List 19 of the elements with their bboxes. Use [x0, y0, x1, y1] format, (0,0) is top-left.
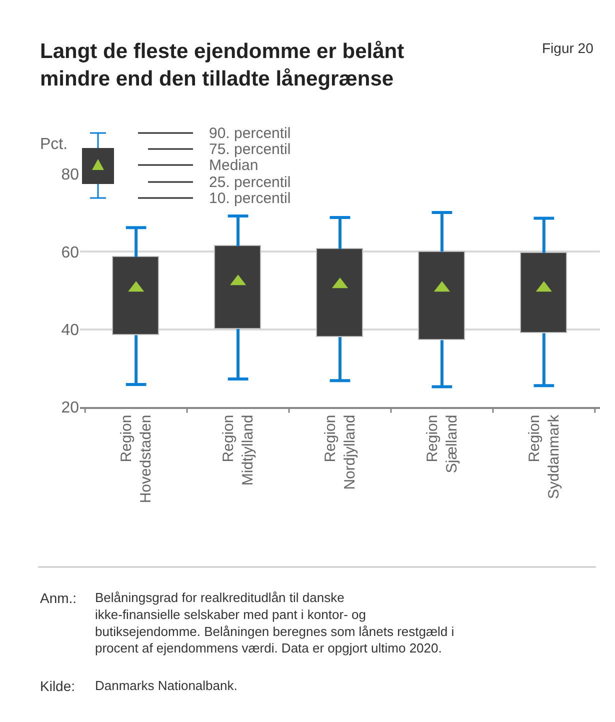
text: 75. percentil: [209, 141, 291, 158]
x-tick-label: Region Midtjylland: [220, 414, 257, 486]
y-tick-label: 80: [61, 166, 80, 184]
x-tick-label: Region Sjælland: [424, 414, 461, 474]
y-tick-label: 40: [61, 322, 80, 339]
x-tick-label: Region Hovedstaden: [118, 414, 155, 504]
chart-title: Langt de fleste ejendomme er belånt mindre end den tilladte lånegrænse: [40, 40, 404, 90]
y-tick-label: 60: [61, 244, 80, 262]
text: 90. percentil: [209, 125, 291, 142]
y-tick-label: 20: [61, 400, 80, 417]
annotation: 10. percentil: [209, 190, 291, 207]
text: Kilde: Danmarks Nationalbank.: [40, 678, 238, 694]
annotation: Median: [209, 157, 258, 174]
annotation: 25. percentil: [209, 174, 291, 191]
x-tick-label: Region Nordjylland: [322, 414, 359, 490]
x-tick-label: Region Syddanmark: [526, 414, 563, 499]
text: Anm.: Belåningsgrad for realkreditudlån til danske ikke-finansielle selskaber med pant i kontor- og butiksejendomme. Belåningen beregnes som lånets restgæld i procent af ejendommens værdi. Data er opgjort ultimo 2020.: [40, 590, 454, 656]
y-axis-title: Pct.: [40, 136, 68, 153]
text: Figur 20: [542, 40, 594, 56]
